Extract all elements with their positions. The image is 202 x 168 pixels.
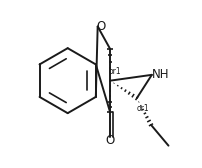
Text: or1: or1 (108, 67, 121, 76)
Text: O: O (96, 20, 106, 33)
Text: NH: NH (152, 68, 170, 81)
Text: or1: or1 (137, 104, 149, 113)
Text: O: O (105, 134, 115, 147)
